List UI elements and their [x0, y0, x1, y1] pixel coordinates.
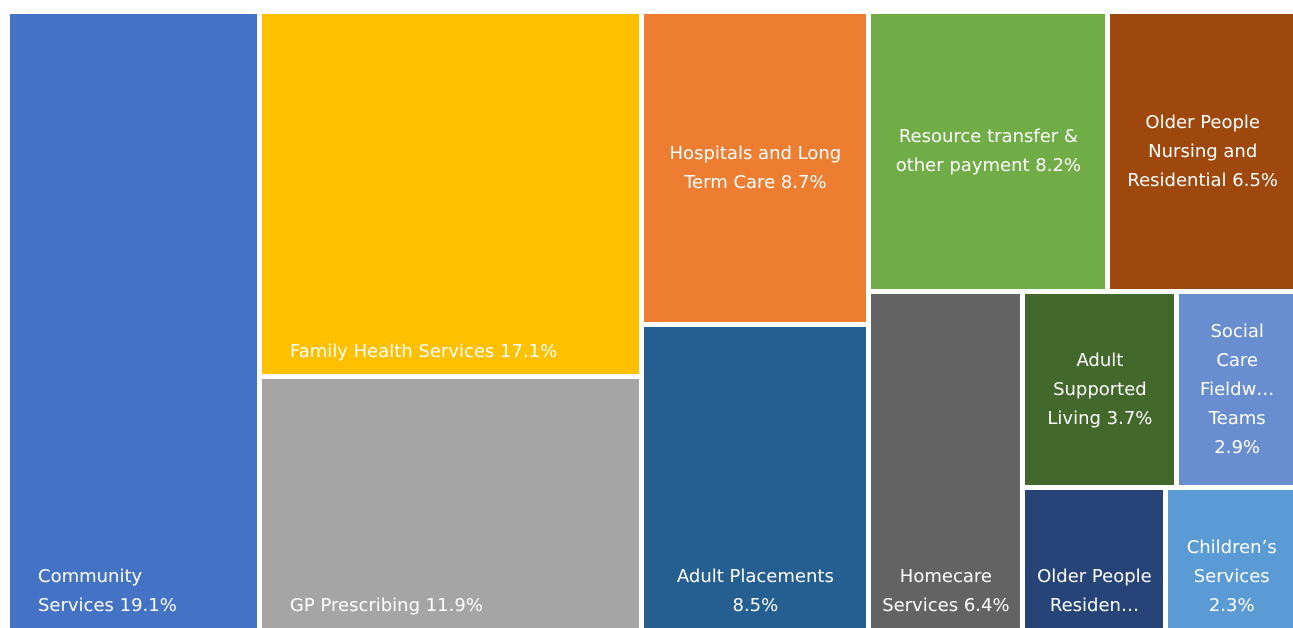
value-label: 8.7% — [780, 172, 827, 194]
treemap-cell: Older People Residen… — [1025, 490, 1164, 628]
treemap-cell: Homecare Services 6.4% — [871, 293, 1021, 628]
value-label: 2.9% — [1214, 437, 1261, 459]
treemap-cell: Adult Placements 8.5% — [644, 327, 867, 628]
category-label: Adult Supported Living — [1047, 350, 1147, 430]
treemap-cell: Children’s Services 2.3% — [1168, 490, 1293, 628]
cell-label: Family Health Services 17.1% — [272, 337, 557, 366]
cell-label: Older People Nursing and Residential 6.5… — [1120, 108, 1285, 195]
cell-label: Hospitals and Long Term Care 8.7% — [654, 139, 856, 197]
value-label: 3.7% — [1106, 408, 1153, 430]
value-label: 17.1% — [500, 340, 558, 362]
cell-label: GP Prescribing 11.9% — [272, 591, 483, 620]
treemap-cell: GP Prescribing 11.9% — [261, 378, 640, 628]
treemap-cell: Community Services 19.1% — [10, 14, 257, 628]
cell-label: Children’s Services 2.3% — [1178, 533, 1285, 620]
category-label: Older People Nursing and Residential — [1127, 111, 1260, 191]
cell-label: Adult Supported Living 3.7% — [1035, 346, 1164, 433]
category-label: Social Care Fieldw… Teams — [1200, 321, 1275, 430]
cell-label: Older People Residen… — [1035, 562, 1153, 620]
category-label: Adult Placements — [676, 565, 834, 587]
treemap-cell: Older People Nursing and Residential 6.5… — [1110, 14, 1293, 289]
value-label: 2.3% — [1208, 594, 1255, 616]
category-label: GP Prescribing — [289, 594, 420, 616]
value-label: 19.1% — [119, 595, 177, 616]
treemap-cell: Social Care Fieldw… Teams 2.9% — [1179, 293, 1293, 486]
cell-label: Community Services 19.1% — [20, 562, 208, 620]
treemap-cell: Family Health Services 17.1% — [261, 14, 640, 374]
value-label: 6.4% — [963, 594, 1010, 616]
category-label: Hospitals and Long Term Care — [669, 143, 842, 194]
cell-label: Homecare Services 6.4% — [881, 562, 1010, 620]
category-label: Resource transfer & other payment — [895, 126, 1078, 177]
value-label: 6.5% — [1232, 169, 1279, 191]
treemap-cell: Adult Supported Living 3.7% — [1025, 293, 1175, 486]
category-label: Community Services — [38, 566, 143, 616]
category-label: Children’s Services — [1186, 536, 1277, 587]
value-label: 8.5% — [732, 594, 779, 616]
cell-label: Adult Placements 8.5% — [654, 562, 856, 620]
cell-label: Social Care Fieldw… Teams 2.9% — [1189, 317, 1285, 462]
treemap-cell: Resource transfer & other payment 8.2% — [871, 14, 1106, 289]
category-label: Family Health Services — [289, 340, 495, 362]
value-label: 8.2% — [1035, 155, 1082, 177]
category-label: Homecare Services — [882, 565, 992, 616]
value-label: 11.9% — [425, 594, 483, 616]
category-label: Older People Residen… — [1037, 565, 1152, 616]
cell-label: Resource transfer & other payment 8.2% — [881, 122, 1095, 180]
treemap-cell: Hospitals and Long Term Care 8.7% — [644, 14, 867, 323]
